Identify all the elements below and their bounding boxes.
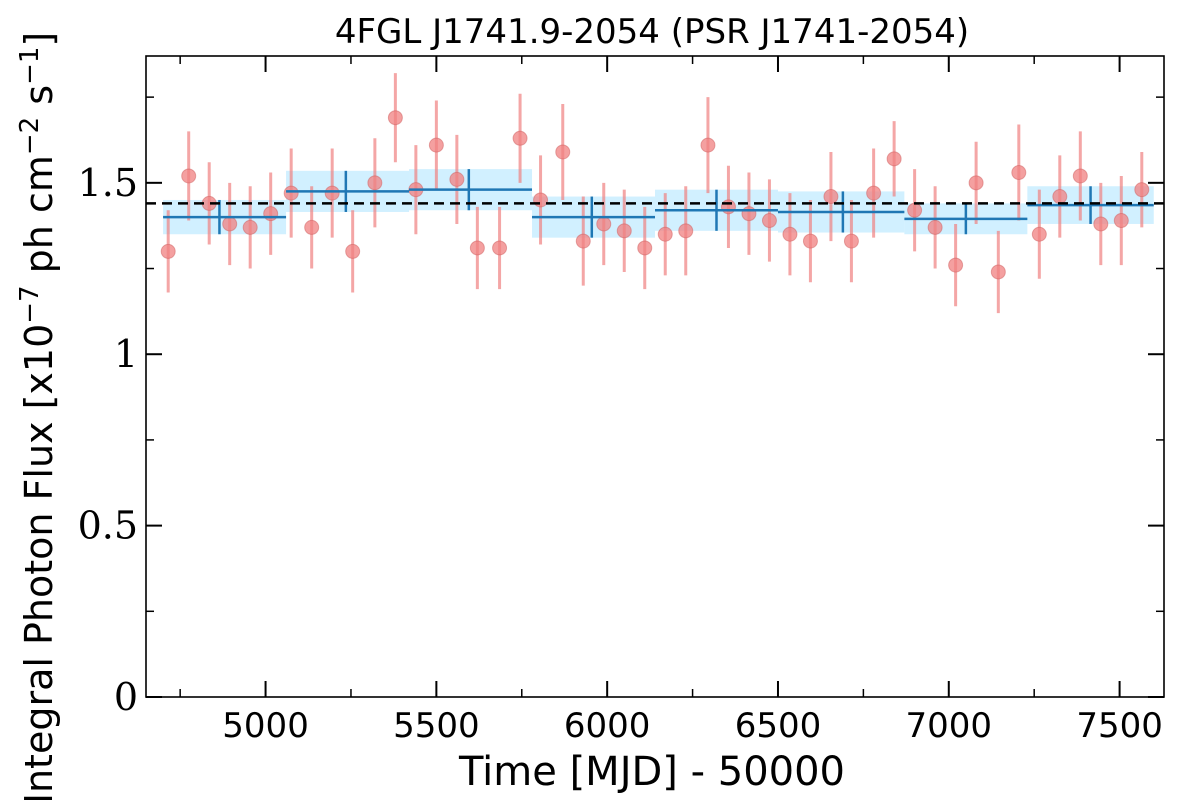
flux-point [596, 216, 612, 232]
y-tick-label: 0.5 [78, 504, 138, 548]
y-tick-label: 0 [114, 675, 138, 719]
flux-point [907, 202, 923, 218]
flux-point [387, 110, 403, 126]
flux-point [304, 219, 320, 235]
flux-point [242, 219, 258, 235]
flux-point [1113, 213, 1129, 229]
x-axis-label: Time [MJD] - 50000 [458, 749, 845, 795]
flux-point [1072, 168, 1088, 184]
x-tick-label: 7000 [906, 706, 993, 746]
x-tick-label: 6000 [564, 706, 651, 746]
flux-point [782, 226, 798, 242]
flux-point [990, 264, 1006, 280]
flux-point [843, 233, 859, 249]
flux-point [927, 219, 943, 235]
flux-point [1093, 216, 1109, 232]
x-tick-label: 7500 [1076, 706, 1163, 746]
x-tick-label: 5000 [222, 706, 309, 746]
flux-point [555, 144, 571, 160]
plot-frame [145, 55, 1165, 698]
flux-point [324, 185, 340, 201]
flux-point [533, 192, 549, 208]
flux-point [657, 226, 673, 242]
flux-point [449, 171, 465, 187]
chart-title: 4FGL J1741.9-2054 (PSR J1741-2054) [335, 12, 969, 52]
flux-point [823, 189, 839, 205]
flux-point [512, 130, 528, 146]
flux-point [802, 233, 818, 249]
flux-point [1031, 226, 1047, 242]
flux-point [700, 137, 716, 153]
x-tick-labels: 5000 5500 6000 6500 7000 7500 [222, 706, 1163, 746]
axis-ticks [146, 56, 1164, 698]
flux-point [283, 185, 299, 201]
flux-point [720, 199, 736, 215]
y-tick-label: 1 [114, 332, 138, 376]
yearly-flux-bins [163, 169, 1154, 238]
flux-point [1134, 182, 1150, 198]
flux-point [222, 216, 238, 232]
flux-point [492, 240, 508, 256]
x-tick-label: 5500 [393, 706, 480, 746]
flux-point [1011, 165, 1027, 181]
y-axis-label: Integral Photon Flux [x10−7 ph cm−2 s−1] [15, 32, 61, 800]
flux-point [968, 175, 984, 191]
y-tick-labels: 0 0.5 1 1.5 [78, 161, 138, 719]
x-tick-label: 6500 [735, 706, 822, 746]
y-tick-label: 1.5 [78, 161, 138, 205]
flux-point [263, 206, 279, 222]
flux-point [616, 223, 632, 239]
flux-point [761, 213, 777, 229]
flux-point [678, 223, 694, 239]
flux-point [948, 257, 964, 273]
flux-point [866, 185, 882, 201]
flux-point [181, 168, 197, 184]
flux-point [637, 240, 653, 256]
flux-point [1052, 189, 1068, 205]
flux-point [367, 175, 383, 191]
flux-point [345, 243, 361, 259]
flux-point [741, 206, 757, 222]
flux-point [469, 240, 485, 256]
flux-point [886, 151, 902, 167]
flux-point [160, 243, 176, 259]
flux-point [428, 137, 444, 153]
flux-point [575, 233, 591, 249]
